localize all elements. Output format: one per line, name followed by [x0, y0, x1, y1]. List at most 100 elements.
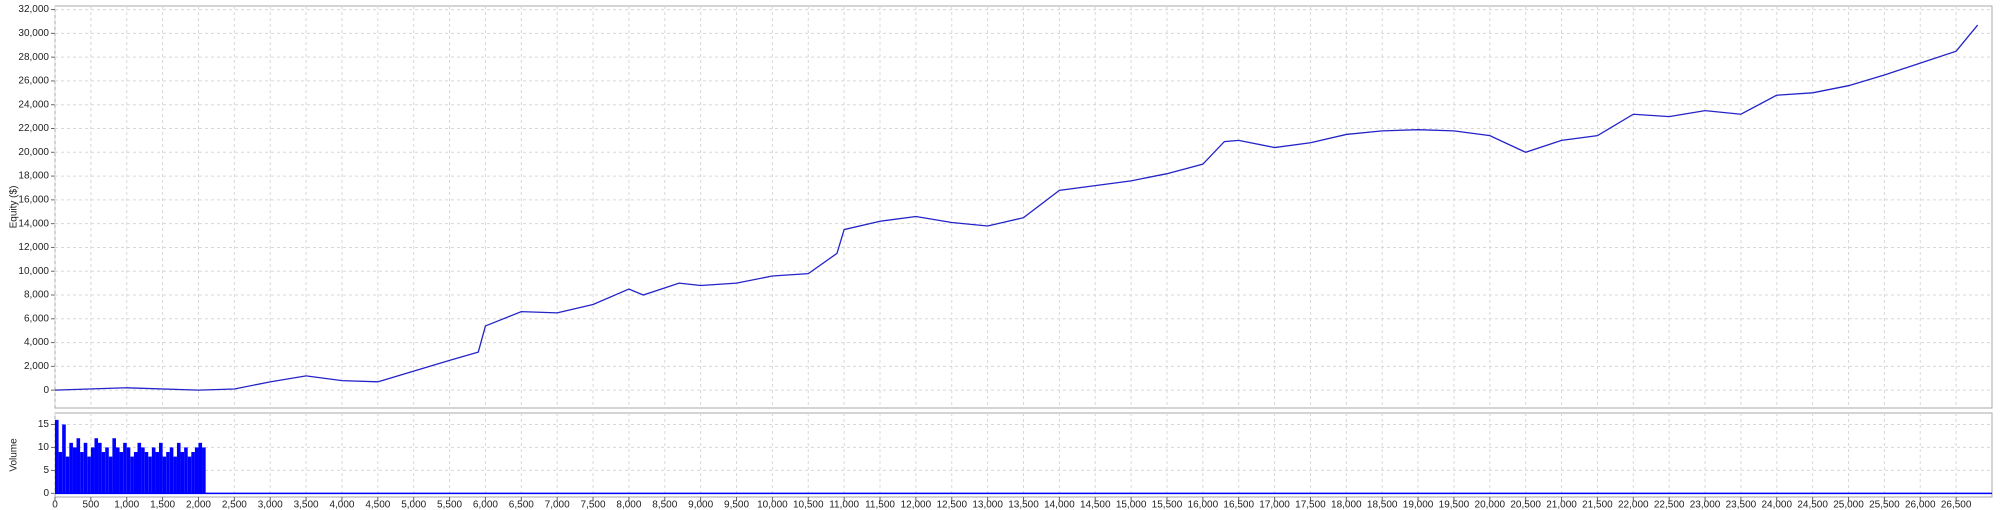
y-tick-label: 10,000 [18, 266, 49, 277]
x-tick-label: 12,000 [901, 500, 932, 510]
volume-bar [144, 452, 149, 494]
x-tick-label: 13,000 [972, 500, 1003, 510]
volume-bar [55, 419, 59, 494]
x-tick-label: 2,500 [222, 500, 247, 510]
volume-bar [133, 452, 138, 494]
x-tick-label: 5,500 [437, 500, 462, 510]
volume-bar [187, 456, 192, 494]
x-tick-label: 8,000 [616, 500, 641, 510]
x-tick-label: 9,500 [724, 500, 749, 510]
volume-bar [62, 424, 66, 494]
volume-bar [80, 452, 84, 494]
x-tick-label: 14,500 [1080, 500, 1111, 510]
y-tick-label: 18,000 [18, 171, 49, 182]
x-tick-label: 6,500 [509, 500, 534, 510]
volume-bar [202, 447, 206, 494]
volume-bar [76, 438, 81, 494]
volume-bar [191, 452, 195, 494]
x-tick-label: 6,000 [473, 500, 498, 510]
x-tick-label: 24,000 [1761, 500, 1792, 510]
x-tick-label: 17,500 [1295, 500, 1326, 510]
volume-bar [198, 442, 203, 494]
x-tick-label: 2,000 [186, 500, 211, 510]
x-tick-label: 18,500 [1367, 500, 1398, 510]
x-tick-label: 1,500 [150, 500, 175, 510]
x-tick-label: 22,000 [1618, 500, 1649, 510]
volume-bar [166, 452, 170, 494]
x-tick-label: 21,000 [1546, 500, 1577, 510]
volume-bar [194, 447, 199, 494]
x-tick-label: 7,500 [581, 500, 606, 510]
y-tick-label: 12,000 [18, 242, 49, 253]
y-tick-label: 32,000 [18, 4, 49, 15]
volume-bar [141, 447, 145, 494]
y-tick-label: 24,000 [18, 99, 49, 110]
volume-bar [58, 452, 63, 494]
volume-bar [69, 442, 73, 494]
y-tick-label: 14,000 [18, 218, 49, 229]
y-tick-label: 28,000 [18, 52, 49, 63]
y-axis-label: Volume [9, 438, 20, 472]
volume-bar [105, 447, 109, 494]
volume-bar [112, 438, 116, 494]
y-tick-label: 4,000 [24, 337, 49, 348]
x-tick-label: 11,500 [865, 500, 895, 510]
x-tick-label: 4,000 [329, 500, 354, 510]
x-tick-label: 20,000 [1475, 500, 1506, 510]
x-tick-label: 20,500 [1510, 500, 1541, 510]
x-tick-label: 11,000 [829, 500, 859, 510]
volume-bar [123, 442, 127, 494]
equity-line [54, 24, 1979, 391]
x-tick-label: 18,000 [1331, 500, 1362, 510]
volume-bar [148, 456, 152, 494]
volume-bar [180, 452, 185, 494]
y-tick-label: 0 [43, 385, 49, 396]
y-tick-label: 0 [43, 488, 49, 499]
x-tick-label: 14,000 [1044, 500, 1075, 510]
volume-bar [94, 438, 99, 494]
volume-bar [83, 442, 88, 494]
x-tick-label: 10,500 [793, 500, 824, 510]
x-tick-label: 23,000 [1690, 500, 1721, 510]
x-tick-label: 12,500 [936, 500, 967, 510]
y-tick-label: 16,000 [18, 195, 49, 206]
x-tick-label: 3,000 [258, 500, 283, 510]
y-tick-label: 30,000 [18, 28, 49, 39]
volume-bar [169, 447, 174, 494]
y-tick-label: 5 [43, 465, 49, 476]
volume-bar [155, 452, 160, 494]
y-tick-label: 6,000 [24, 313, 49, 324]
x-tick-label: 3,500 [294, 500, 319, 510]
volume-bar [151, 447, 156, 494]
volume-bar [162, 456, 167, 494]
x-tick-label: 23,500 [1726, 500, 1757, 510]
y-tick-label: 8,000 [24, 290, 49, 301]
y-tick-label: 15 [38, 419, 50, 430]
volume-bar [108, 456, 113, 494]
x-tick-label: 4,500 [365, 500, 390, 510]
x-tick-label: 17,000 [1259, 500, 1290, 510]
x-tick-label: 500 [83, 500, 100, 510]
x-tick-label: 0 [52, 500, 58, 510]
y-tick-label: 2,000 [24, 361, 49, 372]
volume-bar [90, 447, 95, 494]
x-tick-label: 26,500 [1941, 500, 1972, 510]
x-tick-label: 25,500 [1869, 500, 1900, 510]
volume-bar [173, 456, 177, 494]
volume-bar [126, 447, 131, 494]
x-tick-label: 16,000 [1188, 500, 1219, 510]
x-tick-label: 21,500 [1582, 500, 1613, 510]
volume-bar [115, 447, 120, 494]
volume-bar [176, 442, 181, 494]
y-tick-label: 26,000 [18, 76, 49, 87]
x-tick-label: 13,500 [1008, 500, 1039, 510]
x-tick-label: 22,500 [1654, 500, 1685, 510]
x-tick-label: 25,000 [1833, 500, 1864, 510]
x-tick-label: 7,000 [545, 500, 570, 510]
volume-bar [137, 442, 142, 494]
y-tick-label: 22,000 [18, 123, 49, 134]
x-tick-label: 26,000 [1905, 500, 1936, 510]
volume-bar [119, 452, 124, 494]
y-tick-label: 20,000 [18, 147, 49, 158]
